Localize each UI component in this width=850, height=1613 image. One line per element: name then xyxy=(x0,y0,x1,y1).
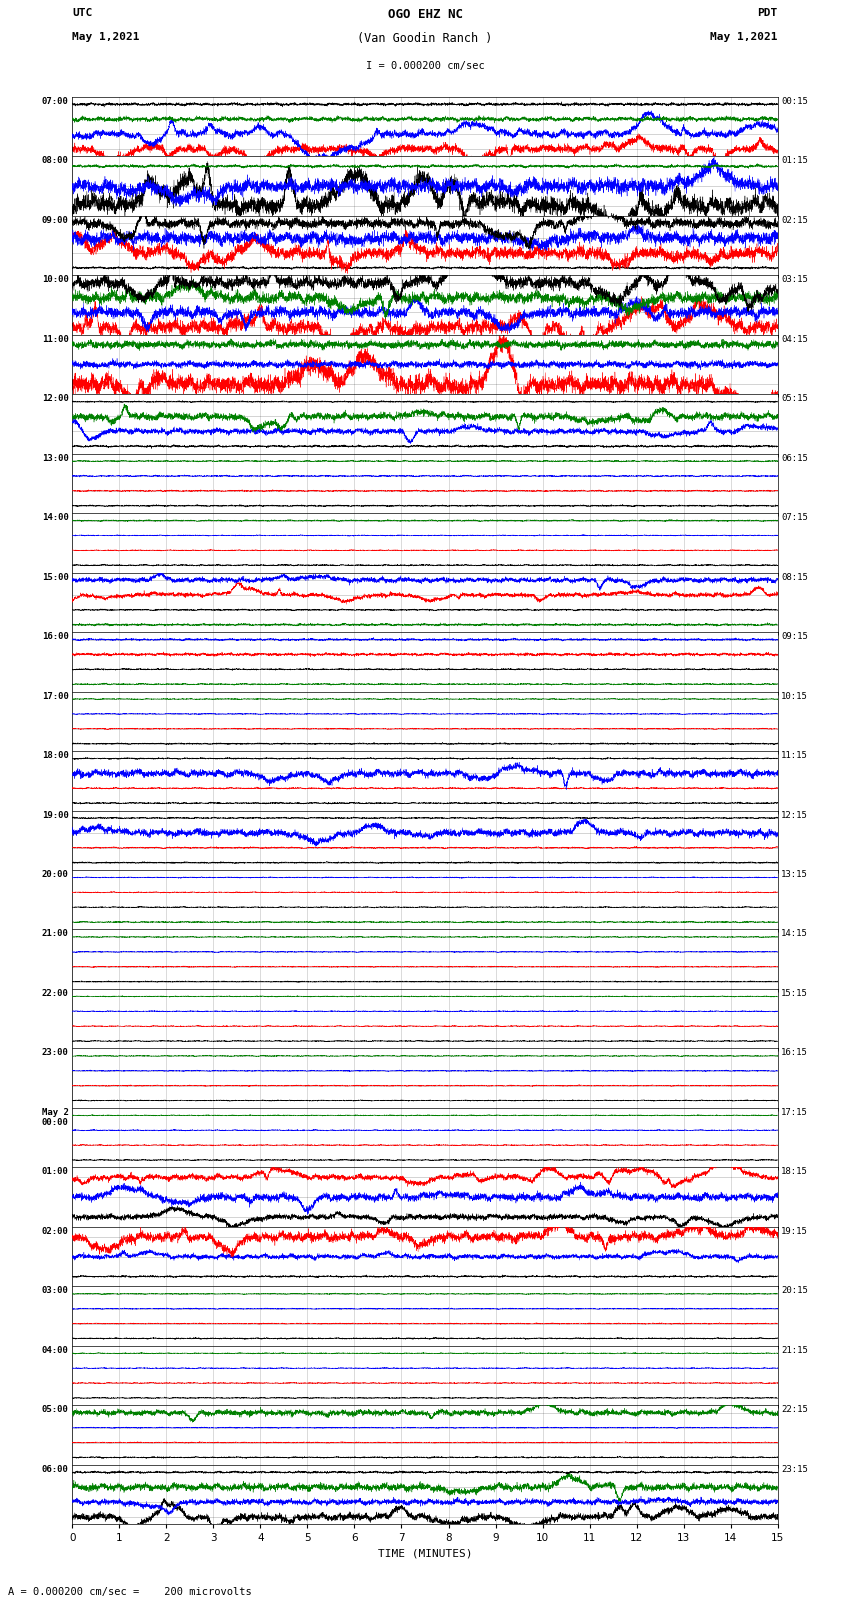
Text: 04:00: 04:00 xyxy=(42,1345,69,1355)
Text: 03:00: 03:00 xyxy=(42,1287,69,1295)
Text: 01:15: 01:15 xyxy=(781,156,808,165)
Text: 07:15: 07:15 xyxy=(781,513,808,523)
Text: 18:15: 18:15 xyxy=(781,1168,808,1176)
Text: 15:15: 15:15 xyxy=(781,989,808,998)
Text: 13:00: 13:00 xyxy=(42,453,69,463)
Text: 21:00: 21:00 xyxy=(42,929,69,939)
Text: 02:15: 02:15 xyxy=(781,216,808,224)
Text: 11:00: 11:00 xyxy=(42,336,69,344)
Text: 21:15: 21:15 xyxy=(781,1345,808,1355)
Text: 04:15: 04:15 xyxy=(781,336,808,344)
Text: 13:15: 13:15 xyxy=(781,869,808,879)
Text: 11:15: 11:15 xyxy=(781,752,808,760)
Text: A = 0.000200 cm/sec =    200 microvolts: A = 0.000200 cm/sec = 200 microvolts xyxy=(8,1587,252,1597)
Text: May 1,2021: May 1,2021 xyxy=(711,32,778,42)
Text: 19:00: 19:00 xyxy=(42,811,69,819)
X-axis label: TIME (MINUTES): TIME (MINUTES) xyxy=(377,1548,473,1558)
Text: 19:15: 19:15 xyxy=(781,1227,808,1236)
Text: May 2
00:00: May 2 00:00 xyxy=(42,1108,69,1127)
Text: 06:15: 06:15 xyxy=(781,453,808,463)
Text: 02:00: 02:00 xyxy=(42,1227,69,1236)
Text: 18:00: 18:00 xyxy=(42,752,69,760)
Text: 10:00: 10:00 xyxy=(42,276,69,284)
Text: OGO EHZ NC: OGO EHZ NC xyxy=(388,8,462,21)
Text: 12:00: 12:00 xyxy=(42,394,69,403)
Text: PDT: PDT xyxy=(757,8,778,18)
Text: 22:15: 22:15 xyxy=(781,1405,808,1415)
Text: 12:15: 12:15 xyxy=(781,811,808,819)
Text: 14:15: 14:15 xyxy=(781,929,808,939)
Text: 09:00: 09:00 xyxy=(42,216,69,224)
Text: 20:15: 20:15 xyxy=(781,1287,808,1295)
Text: 22:00: 22:00 xyxy=(42,989,69,998)
Text: 05:00: 05:00 xyxy=(42,1405,69,1415)
Text: 01:00: 01:00 xyxy=(42,1168,69,1176)
Text: 08:15: 08:15 xyxy=(781,573,808,582)
Text: 17:15: 17:15 xyxy=(781,1108,808,1116)
Text: (Van Goodin Ranch ): (Van Goodin Ranch ) xyxy=(357,32,493,45)
Text: 07:00: 07:00 xyxy=(42,97,69,106)
Text: I = 0.000200 cm/sec: I = 0.000200 cm/sec xyxy=(366,61,484,71)
Text: 14:00: 14:00 xyxy=(42,513,69,523)
Text: 08:00: 08:00 xyxy=(42,156,69,165)
Text: 03:15: 03:15 xyxy=(781,276,808,284)
Text: 17:00: 17:00 xyxy=(42,692,69,700)
Text: May 1,2021: May 1,2021 xyxy=(72,32,139,42)
Text: 23:15: 23:15 xyxy=(781,1465,808,1474)
Text: 05:15: 05:15 xyxy=(781,394,808,403)
Text: UTC: UTC xyxy=(72,8,93,18)
Text: 16:15: 16:15 xyxy=(781,1048,808,1058)
Text: 15:00: 15:00 xyxy=(42,573,69,582)
Text: 00:15: 00:15 xyxy=(781,97,808,106)
Text: 10:15: 10:15 xyxy=(781,692,808,700)
Text: 16:00: 16:00 xyxy=(42,632,69,640)
Text: 09:15: 09:15 xyxy=(781,632,808,640)
Text: 20:00: 20:00 xyxy=(42,869,69,879)
Text: 23:00: 23:00 xyxy=(42,1048,69,1058)
Text: 06:00: 06:00 xyxy=(42,1465,69,1474)
